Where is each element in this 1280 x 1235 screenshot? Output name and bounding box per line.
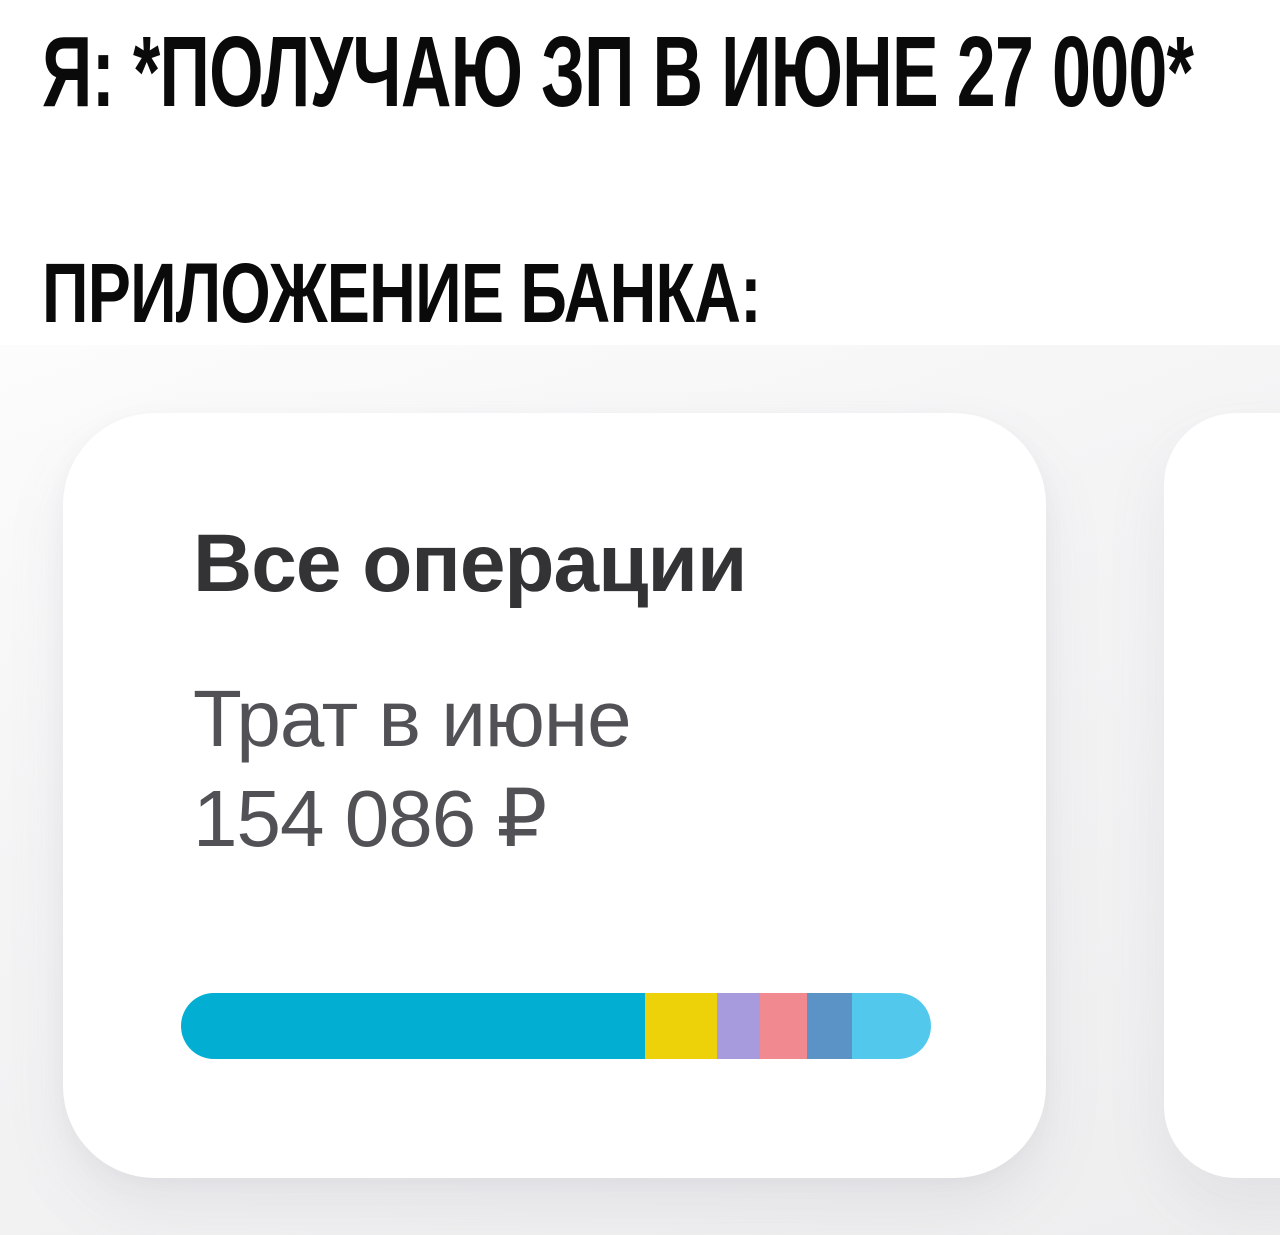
bar-segment-category-3-purple [717, 993, 760, 1059]
meme-top-text: Я: *ПОЛУЧАЮ ЗП В ИЮНЕ 27 000* [42, 16, 1194, 128]
next-card-partial[interactable] [1164, 413, 1280, 1178]
card-title: Все операции [193, 518, 747, 609]
spending-amount: 154 086 ₽ [193, 774, 547, 863]
spending-period-label: Трат в июне [193, 674, 632, 763]
bar-segment-category-4-pink [760, 993, 808, 1059]
bank-app-screenshot: Все операции Трат в июне 154 086 ₽ [0, 345, 1280, 1235]
bar-segment-category-6-light-blue [851, 993, 931, 1059]
all-operations-card[interactable]: Все операции Трат в июне 154 086 ₽ [63, 413, 1046, 1178]
bar-segment-category-1-teal [181, 993, 646, 1059]
spending-category-bar [181, 993, 931, 1059]
bar-segment-category-5-steel-blue [807, 993, 852, 1059]
bar-segment-category-2-yellow [645, 993, 718, 1059]
meme-caption-text: ПРИЛОЖЕНИЕ БАНКА: [42, 246, 762, 340]
